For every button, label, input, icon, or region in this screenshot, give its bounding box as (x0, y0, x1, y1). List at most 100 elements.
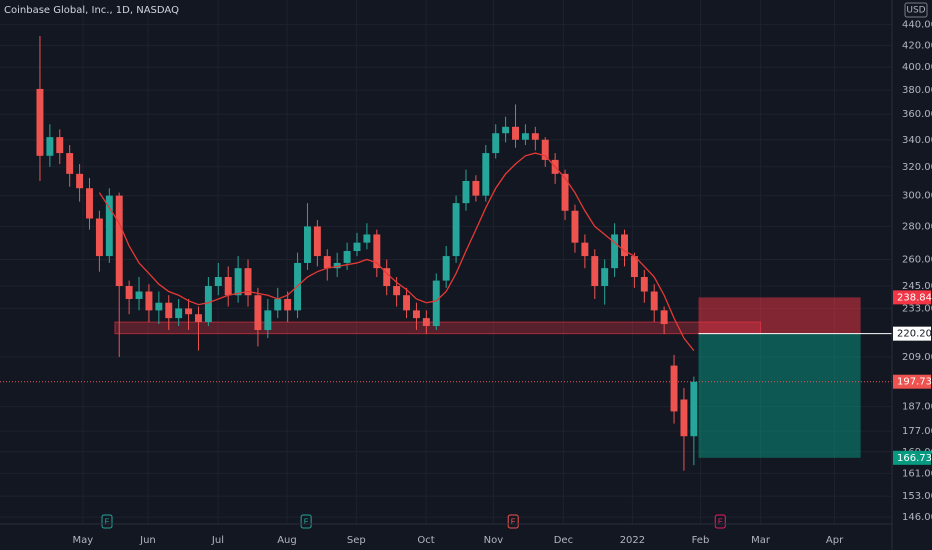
price-label-bg (893, 374, 931, 389)
currency-box[interactable] (904, 2, 928, 18)
x-tick-label: Aug (277, 535, 297, 546)
candle-body (46, 137, 54, 156)
x-tick-label: Sep (347, 535, 366, 546)
candle-body (581, 242, 589, 257)
candle-body (214, 277, 222, 287)
candle-body (125, 286, 133, 299)
candle-body (482, 153, 490, 196)
y-tick-label: 161.00 (902, 468, 932, 479)
y-tick-label: 209.00 (902, 352, 932, 363)
x-tick-label: May (73, 535, 94, 546)
event-marker (101, 514, 113, 529)
candle-body (254, 295, 262, 331)
x-tick-label: Nov (484, 535, 504, 546)
candle-body (670, 365, 678, 412)
candle-body (105, 195, 113, 257)
candle-body (492, 133, 500, 154)
x-tick-label: Jul (211, 535, 224, 546)
y-tick-label: 177.00 (902, 426, 932, 437)
candle-body (204, 286, 212, 323)
candle-body (621, 234, 628, 257)
candle-body (224, 277, 232, 296)
candle-body (611, 234, 619, 269)
candle-body (303, 226, 311, 263)
candle-body (284, 298, 292, 311)
y-tick-label: 420.00 (902, 40, 932, 51)
candle-body (462, 180, 470, 204)
y-tick-label: 153.00 (902, 491, 932, 502)
candle-body (541, 139, 549, 160)
candle-body (363, 234, 371, 243)
candle-body (175, 308, 183, 319)
candle-body (452, 203, 460, 257)
event-marker (300, 514, 312, 529)
candle-body (135, 291, 143, 299)
event-marker (714, 514, 726, 529)
candle-body (521, 133, 529, 140)
price-label-bg (893, 326, 931, 341)
candle-body (650, 291, 658, 311)
target-zone (698, 333, 861, 458)
price-label: 220.20 (897, 329, 932, 340)
candle-body (343, 250, 351, 263)
candle-body (86, 188, 93, 219)
candle-body (323, 256, 331, 269)
candle-body (56, 137, 64, 154)
x-tick-label: Mar (751, 535, 771, 546)
candle-body (512, 126, 519, 140)
candle-body (403, 295, 411, 311)
price-label-bg (893, 450, 931, 465)
candle-body (76, 173, 84, 189)
event-marker (507, 514, 519, 529)
axes: 146.00153.00161.00169.00177.00187.00209.… (73, 20, 932, 546)
currency-label[interactable]: USD (906, 6, 925, 16)
candle-body (333, 262, 341, 269)
price-label: 166.73 (897, 453, 932, 464)
y-tick-label: 233.00 (902, 303, 932, 314)
event-label: E (104, 518, 109, 527)
y-tick-label: 340.00 (902, 135, 932, 146)
event-label: E (304, 518, 309, 527)
candle-body (442, 256, 450, 281)
candle-body (412, 310, 420, 319)
candle-body (640, 277, 648, 292)
candle-body (36, 88, 44, 156)
y-tick-label: 360.00 (902, 109, 932, 120)
chart-title: Coinbase Global, Inc., 1D, NASDAQ (4, 5, 179, 16)
price-label: 238.84 (897, 292, 932, 303)
candle-body (353, 242, 361, 251)
y-tick-label: 440.00 (902, 20, 932, 31)
candle-body (502, 126, 510, 134)
y-tick-label: 400.00 (902, 62, 932, 73)
y-tick-label: 187.00 (902, 402, 932, 413)
candle-body (244, 268, 252, 296)
candle-body (195, 314, 202, 323)
candle-body (680, 399, 688, 437)
candle-body (234, 268, 242, 296)
x-tick-label: Apr (826, 535, 844, 546)
x-tick-label: Feb (692, 535, 710, 546)
candle-body (571, 210, 579, 243)
y-tick-label: 146.00 (902, 512, 932, 523)
candle-body (591, 256, 599, 287)
x-tick-label: Oct (417, 535, 434, 546)
candle-body (630, 256, 638, 278)
candle-body (472, 180, 480, 196)
x-tick-label: 2022 (620, 535, 645, 546)
y-tick-label: 320.00 (902, 162, 932, 173)
candle-body (66, 153, 74, 174)
x-tick-label: Dec (554, 535, 573, 546)
candle-body (313, 226, 321, 257)
grid (0, 0, 892, 524)
candle-body (145, 291, 153, 311)
event-label: E (511, 518, 516, 527)
candle-body (601, 268, 609, 287)
candle-body (690, 381, 698, 437)
candle-body (383, 268, 391, 287)
candle-body (264, 310, 272, 331)
price-label-bg (893, 290, 931, 305)
candle-body (422, 318, 430, 327)
